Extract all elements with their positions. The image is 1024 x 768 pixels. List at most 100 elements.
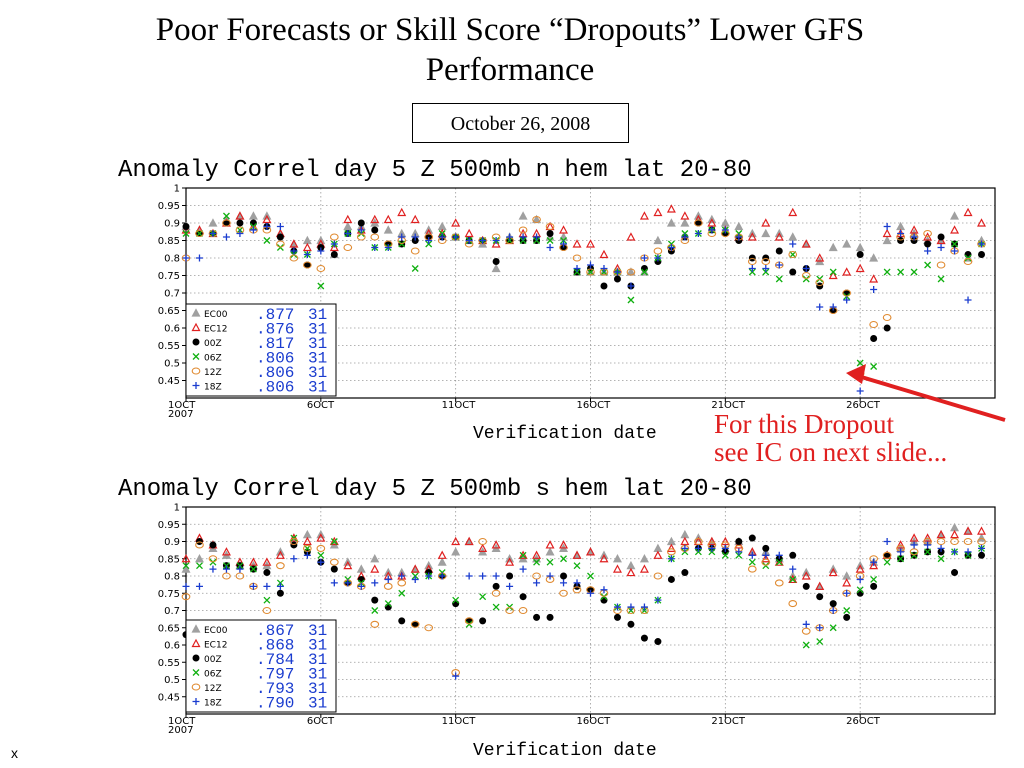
data-point [897,555,905,563]
data-point [263,223,271,230]
dropout-callout: For this Dropout see IC on next slide... [714,410,947,466]
data-point [843,589,851,597]
data-point [829,624,837,632]
slide-title-line1: Poor Forecasts or Skill Score “Dropouts”… [155,12,865,48]
data-point [572,550,582,559]
legend-count: 31 [308,695,327,713]
data-point [694,537,703,546]
data-point [950,225,960,234]
data-point [276,240,285,248]
y-tick-label: 0.75 [158,589,180,600]
data-point [572,586,582,594]
x-tick-label: 1OCT [168,716,196,727]
data-point [384,244,392,251]
data-point [748,558,756,566]
data-point [681,233,689,241]
data-point [532,215,541,224]
data-point [506,582,514,590]
data-point [492,572,500,580]
legend-marker-ec12 [191,638,201,648]
data-point [357,219,365,227]
data-point [221,547,231,556]
data-point [572,239,582,248]
data-point [816,624,824,632]
data-point [870,582,878,590]
data-point [801,627,811,635]
data-point [276,223,284,230]
legend-count: 31 [308,637,327,655]
data-point [870,335,878,342]
data-point [452,600,460,608]
data-point [600,586,608,594]
data-point [788,600,798,608]
data-point [599,249,609,259]
data-point [249,582,257,590]
data-point [371,579,379,587]
data-point [222,219,231,227]
data-point [518,550,528,559]
data-point [236,565,244,573]
data-point [573,579,581,587]
data-point [950,537,959,546]
slide-title: Poor Forecasts or Skill Score “Dropouts”… [40,10,980,90]
data-point [882,235,892,245]
legend-name: 00Z [204,655,222,665]
data-point [842,239,852,248]
data-point [856,575,864,583]
data-point [437,557,447,566]
data-point [978,240,986,248]
data-point [789,240,797,248]
data-point [924,261,932,269]
legend-count: 31 [308,680,327,698]
data-point [235,572,245,580]
data-point [747,232,757,241]
x-tick-label: 2007 [168,725,193,736]
data-point [182,230,190,237]
data-point [329,536,339,546]
data-point [465,237,473,244]
y-tick-label: 0.95 [158,201,180,212]
data-point [897,268,905,276]
data-point [587,589,594,597]
data-point [828,567,838,577]
series-12z [181,215,986,378]
callout-line1: For this Dropout [714,409,895,439]
data-point [317,282,325,290]
data-point [883,538,891,545]
data-point [870,286,878,293]
data-point [384,575,392,583]
data-point [410,564,420,573]
data-point [627,603,635,611]
data-point [613,275,621,283]
data-point [639,211,649,220]
y-tick-label: 1 [174,503,180,514]
data-point [303,544,311,552]
data-point [654,254,662,262]
data-point [410,247,420,255]
data-point [639,553,649,563]
data-point [720,536,730,546]
data-point [289,533,299,542]
data-point [883,324,891,332]
data-point [936,261,946,269]
legend-marker-ec00 [191,308,201,317]
data-point [587,261,594,269]
data-point [963,207,973,217]
y-tick-label: 0.65 [158,623,180,634]
data-point [734,221,744,231]
data-point [789,251,797,258]
data-point [761,257,771,266]
data-point [437,550,447,559]
y-tick-label: 0.55 [158,341,180,352]
data-point [586,268,595,276]
plot-frame [185,506,996,715]
data-point [735,538,743,545]
data-point [680,211,690,220]
data-point [585,239,596,248]
legend-marker-ec00 [191,624,201,633]
data-point [492,582,500,590]
data-point [640,254,648,262]
data-point [344,230,352,237]
data-point [815,278,825,287]
legend-value: .877 [256,306,294,324]
